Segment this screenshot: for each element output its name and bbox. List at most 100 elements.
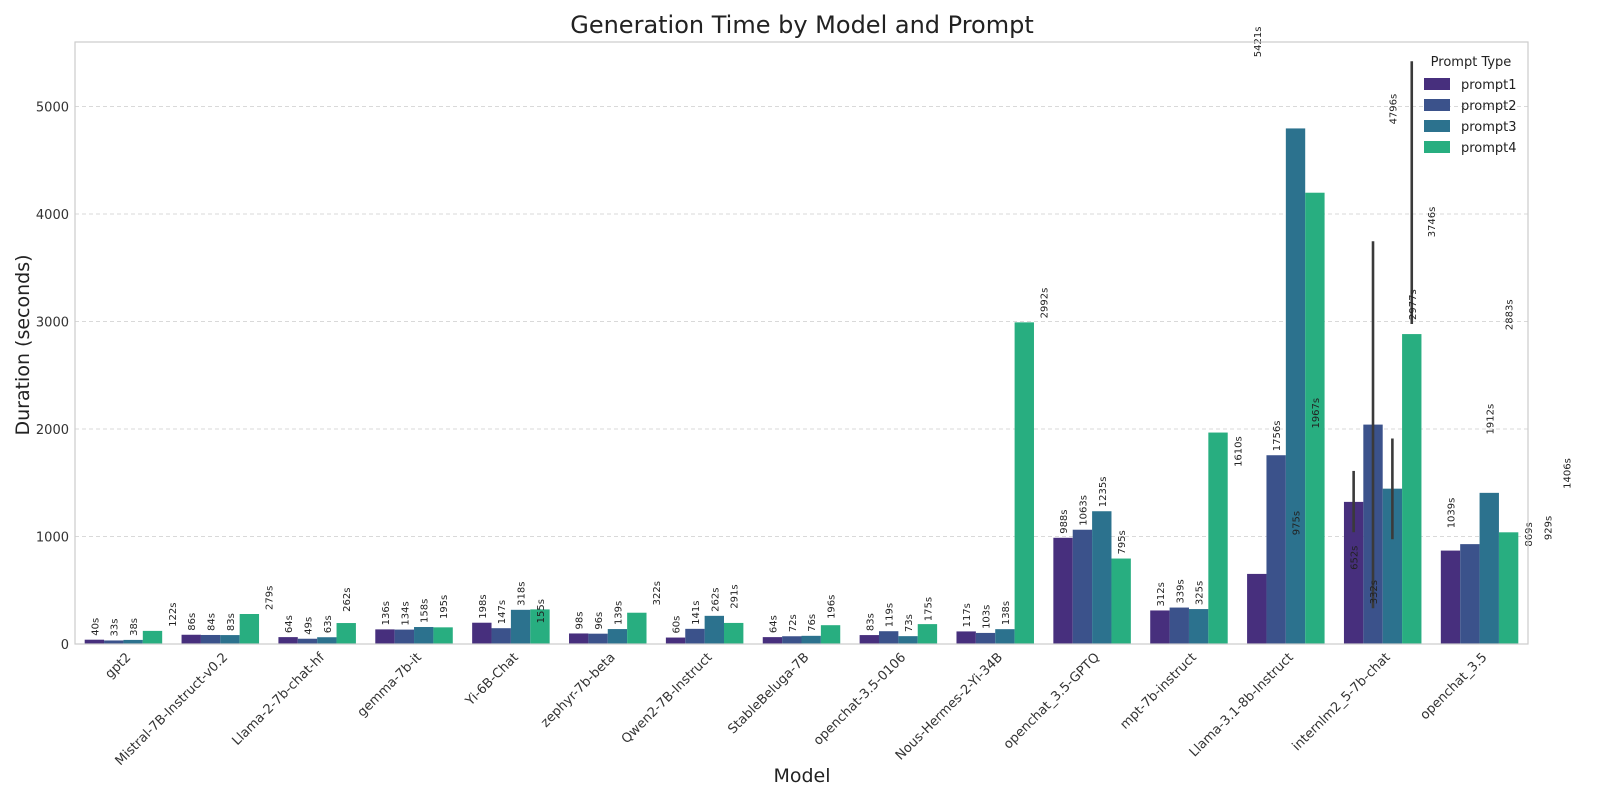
y-tick-label: 4000: [36, 208, 69, 223]
y-tick-label: 1000: [36, 531, 69, 546]
legend: Prompt Type prompt1 prompt2 prompt3 prompt4: [1424, 55, 1517, 156]
bar: [1053, 537, 1073, 644]
value-label: 72s: [788, 614, 799, 632]
value-label: 84s: [207, 613, 218, 631]
bar: [685, 628, 705, 644]
value-label: 64s: [284, 615, 295, 633]
value-label: 136s: [381, 601, 392, 625]
legend-item-label: prompt1: [1461, 78, 1517, 93]
bar: [569, 633, 589, 644]
plot-frame: [74, 41, 1529, 645]
legend-swatch: [1424, 78, 1450, 90]
bar: [394, 629, 415, 644]
y-tick-label: 3000: [36, 316, 69, 331]
bar: [1498, 532, 1519, 644]
y-tick-label: 5000: [36, 101, 69, 116]
bar: [1305, 192, 1325, 644]
value-label: 86s: [187, 613, 198, 631]
value-label: 158s: [420, 599, 431, 623]
value-label: 1063s: [1078, 495, 1089, 526]
bar: [801, 635, 821, 644]
bar: [336, 623, 356, 644]
value-label: 63s: [323, 615, 334, 633]
value-label: 60s: [672, 616, 683, 634]
bar: [375, 629, 395, 644]
bar: [878, 631, 899, 644]
value-label: 64s: [768, 615, 779, 633]
bar: [956, 631, 976, 644]
bar: [1247, 573, 1267, 644]
value-label: 122s: [168, 603, 179, 627]
bar: [607, 629, 628, 644]
value-label: 1039s: [1447, 498, 1458, 529]
bar: [1382, 488, 1403, 644]
value-label: 76s: [807, 614, 818, 632]
value-label: 869s: [1524, 522, 1535, 546]
bar: [782, 636, 802, 644]
value-label: 175s: [923, 597, 934, 621]
value-label: 262s: [710, 588, 721, 612]
value-label: 325s: [1195, 581, 1206, 605]
value-label: 279s: [265, 586, 276, 610]
value-label: 195s: [439, 595, 450, 619]
bar: [1169, 607, 1189, 644]
value-label: 2977s: [1408, 289, 1419, 320]
value-label: 4796s: [1388, 94, 1399, 125]
bar: [84, 639, 105, 644]
value-label: 98s: [575, 612, 586, 630]
value-label: 262s: [342, 588, 353, 612]
bar: [297, 638, 318, 644]
value-label: 119s: [885, 603, 896, 627]
bar: [220, 635, 240, 644]
value-label: 33s: [110, 619, 121, 637]
bar: [1111, 558, 1131, 644]
bar: [588, 633, 608, 644]
value-label: 339s: [1175, 579, 1186, 603]
value-labels-group: 40s 33s 38s 122s 86s 84s 83s 279s 64s 49s 63s 262s 1…: [90, 27, 1573, 637]
legend-swatch: [1424, 141, 1450, 153]
bar: [1014, 322, 1034, 644]
bar: [1072, 529, 1093, 644]
value-label: 73s: [904, 614, 915, 632]
value-label: 38s: [129, 618, 140, 636]
bar: [1208, 432, 1228, 644]
bar: [859, 635, 879, 644]
value-label: 117s: [962, 603, 973, 627]
legend-swatch: [1424, 99, 1450, 111]
bar: [1479, 492, 1499, 644]
value-label: 134s: [400, 601, 411, 625]
value-label: 103s: [982, 605, 993, 629]
bar: [898, 636, 918, 644]
bar: [491, 628, 511, 644]
legend-title: Prompt Type: [1431, 55, 1512, 70]
value-label: 83s: [226, 613, 237, 631]
bar: [1460, 544, 1480, 644]
bar: [200, 634, 221, 644]
chart-title: Generation Time by Model and Prompt: [570, 11, 1034, 39]
legend-swatch: [1424, 120, 1450, 132]
value-label: 1912s: [1485, 404, 1496, 435]
y-tick-label: 0: [61, 638, 69, 653]
value-label: 332s: [1369, 580, 1380, 604]
error-bars-group: [1352, 61, 1414, 609]
bar: [820, 625, 841, 644]
value-label: 318s: [517, 582, 528, 606]
value-label: 929s: [1543, 516, 1554, 540]
value-label: 312s: [1156, 582, 1167, 606]
bar: [317, 637, 337, 644]
value-label: 83s: [865, 613, 876, 631]
bar: [1150, 610, 1170, 644]
bar: [414, 627, 434, 644]
value-label: 2992s: [1040, 288, 1051, 319]
bar: [123, 639, 143, 644]
bar: [1092, 511, 1112, 644]
bar: [975, 632, 996, 644]
value-label: 138s: [1001, 601, 1012, 625]
legend-item-label: prompt2: [1461, 99, 1517, 114]
value-label: 40s: [90, 618, 101, 636]
value-label: 2883s: [1505, 299, 1516, 330]
bar: [627, 612, 647, 644]
legend-item-label: prompt3: [1461, 120, 1517, 135]
